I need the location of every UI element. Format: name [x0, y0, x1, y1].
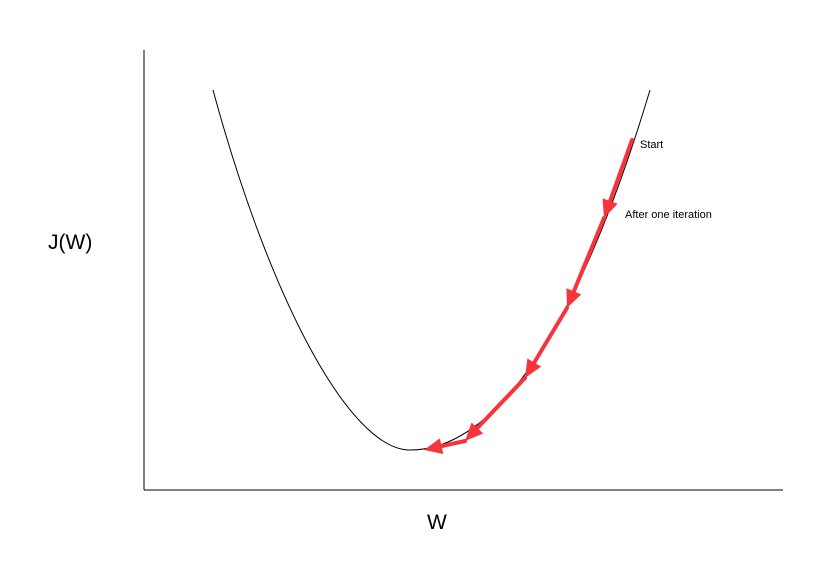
descent-step-arrow: [424, 438, 467, 454]
descent-steps: [424, 138, 634, 454]
descent-step-shaft: [474, 376, 527, 432]
axes: [143, 50, 783, 491]
descent-step-shaft: [531, 306, 569, 367]
descent-step-arrowhead: [525, 358, 542, 378]
descent-step-arrowhead: [602, 198, 618, 218]
descent-step-arrow: [525, 306, 569, 378]
descent-step-shaft: [571, 216, 606, 296]
descent-step-arrow: [602, 138, 634, 218]
y-axis-label: J(W): [48, 231, 92, 254]
descent-step-arrowhead: [424, 438, 444, 454]
descent-step-arrow: [465, 376, 527, 441]
descent-step-shaft: [607, 138, 634, 205]
descent-step-shaft: [437, 439, 467, 449]
descent-step-arrowhead: [465, 422, 484, 441]
start-label: Start: [640, 139, 663, 151]
descent-step-arrow: [566, 216, 606, 308]
descent-step-arrowhead: [566, 288, 582, 308]
x-axis-label: W: [427, 511, 447, 534]
after-one-iteration-label: After one iteration: [625, 209, 712, 221]
